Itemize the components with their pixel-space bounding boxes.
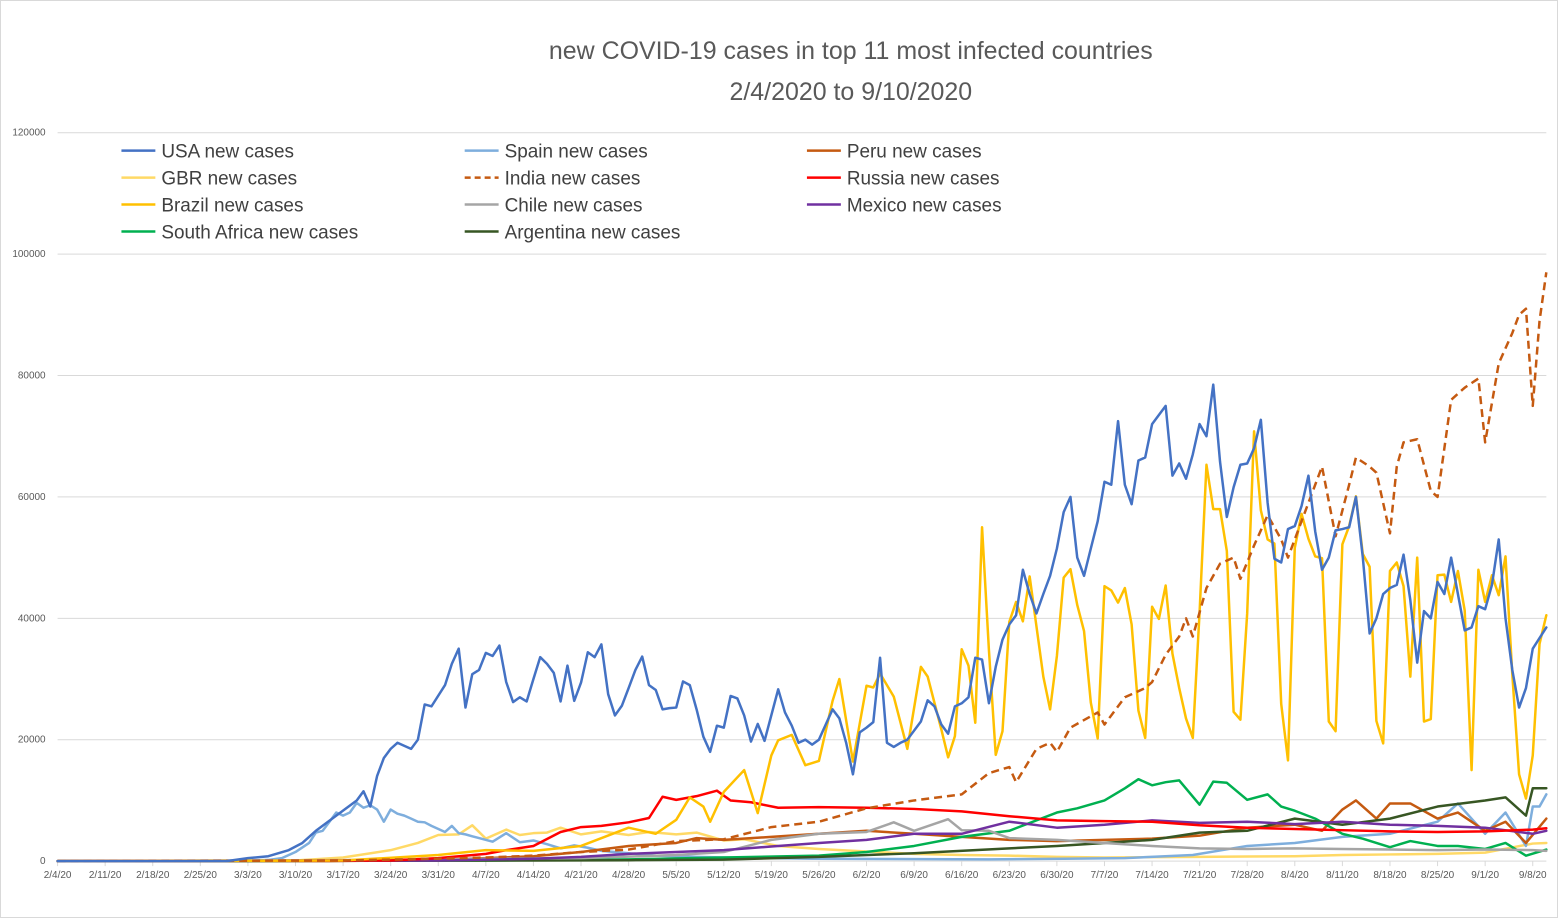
x-tick-label: 4/21/20	[564, 870, 598, 881]
legend-label: Brazil new cases	[161, 196, 303, 217]
y-tick-label: 80000	[18, 371, 46, 382]
y-tick-label: 60000	[18, 492, 46, 503]
x-tick-label: 6/23/20	[993, 870, 1027, 881]
x-tick-label: 6/16/20	[945, 870, 979, 881]
chart-title-line-1: new COVID-19 cases in top 11 most infect…	[549, 37, 1153, 65]
legend-label: GBR new cases	[161, 169, 297, 190]
x-axis-ticks: 2/4/20 2/11/20 2/18/20 2/25/20 3/3/20 3/10/20…	[44, 861, 1547, 881]
x-tick-label: 3/17/20	[326, 870, 360, 881]
series-line-mexico-new-cases	[56, 819, 1548, 863]
x-tick-label: 8/18/20	[1373, 870, 1407, 881]
series-line-argentina-new-cases	[56, 787, 1548, 863]
x-tick-label: 3/31/20	[422, 870, 456, 881]
series-line-gbr-new-cases	[56, 824, 1548, 863]
x-tick-label: 5/26/20	[802, 870, 836, 881]
x-tick-label: 4/28/20	[612, 870, 646, 881]
chart-title-line-2: 2/4/2020 to 9/10/2020	[730, 78, 973, 106]
x-tick-label: 8/11/20	[1326, 870, 1359, 881]
x-tick-label: 3/3/20	[234, 870, 262, 881]
legend-label: Russia new cases	[847, 169, 1000, 190]
legend-label: Peru new cases	[847, 142, 982, 163]
series-line-india-new-cases	[57, 272, 1548, 863]
x-tick-label: 3/10/20	[279, 870, 313, 881]
x-tick-label: 7/21/20	[1183, 870, 1217, 881]
x-tick-label: 9/8/20	[1519, 870, 1547, 881]
series-line-chile-new-cases	[56, 817, 1548, 863]
legend-label: South Africa new cases	[161, 222, 358, 243]
legend: USA new cases Spain new cases Peru new cas…	[121, 142, 1002, 243]
x-tick-label: 7/7/20	[1091, 870, 1119, 881]
x-tick-label: 6/2/20	[853, 870, 881, 881]
x-tick-label: 5/5/20	[662, 870, 690, 881]
gridlines	[57, 132, 1547, 862]
x-tick-label: 7/14/20	[1135, 870, 1169, 881]
x-tick-label: 8/4/20	[1281, 870, 1309, 881]
x-tick-label: 6/30/20	[1040, 870, 1074, 881]
x-tick-label: 7/28/20	[1231, 870, 1265, 881]
legend-label: USA new cases	[161, 142, 294, 163]
x-tick-label: 4/14/20	[517, 870, 551, 881]
series-line-brazil-new-cases	[56, 430, 1548, 863]
x-tick-label: 5/19/20	[755, 870, 789, 881]
x-tick-label: 2/18/20	[136, 870, 170, 881]
x-tick-label: 4/7/20	[472, 870, 500, 881]
x-tick-label: 6/9/20	[900, 870, 928, 881]
x-tick-label: 9/1/20	[1471, 870, 1499, 881]
legend-label: Chile new cases	[505, 196, 643, 217]
y-tick-label: 0	[40, 856, 46, 867]
y-tick-label: 100000	[12, 249, 46, 260]
y-tick-label: 20000	[18, 735, 46, 746]
x-tick-label: 3/24/20	[374, 870, 408, 881]
legend-label: Mexico new cases	[847, 196, 1002, 217]
series-lines	[56, 272, 1548, 863]
x-tick-label: 5/12/20	[707, 870, 741, 881]
series-line-russia-new-cases	[56, 789, 1548, 863]
y-axis-ticks: 0 20000 40000 60000 80000 100000 120000	[12, 128, 46, 867]
x-tick-label: 2/25/20	[184, 870, 218, 881]
legend-label: Argentina new cases	[505, 222, 681, 243]
series-line-south-africa-new-cases	[56, 777, 1548, 863]
legend-label: India new cases	[505, 169, 641, 190]
x-tick-label: 2/4/20	[44, 870, 72, 881]
x-tick-label: 2/11/20	[89, 870, 122, 881]
series-line-spain-new-cases	[56, 793, 1548, 863]
x-tick-label: 8/25/20	[1421, 870, 1455, 881]
legend-label: Spain new cases	[505, 142, 648, 163]
y-tick-label: 40000	[18, 613, 46, 624]
y-tick-label: 120000	[12, 128, 46, 139]
series-line-usa-new-cases	[56, 383, 1548, 863]
